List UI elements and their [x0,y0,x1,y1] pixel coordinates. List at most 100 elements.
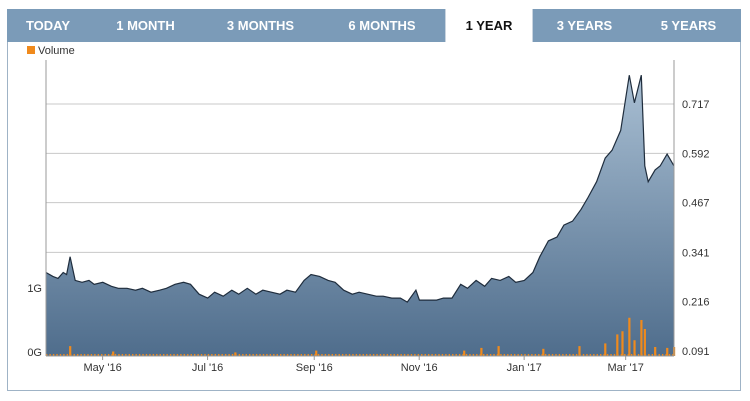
volume-bar [489,354,492,356]
volume-bar [169,354,172,356]
tab-1-month[interactable]: 1 MONTH [116,18,175,33]
volume-bar [379,354,382,356]
volume-bar [114,354,117,356]
volume-bar [52,354,55,356]
volume-bar [128,354,130,356]
volume-bar [359,354,361,356]
volume-bar [162,354,165,356]
volume-bar [307,354,309,356]
volume-bar [335,354,337,356]
volume-bar [544,354,547,356]
volume-bar [497,346,500,356]
volume-bar [421,354,423,356]
price-tick-label: 0.341 [682,247,710,259]
volume-bar [672,354,674,356]
volume-bar [569,354,571,356]
price-tick-label: 0.592 [682,148,710,160]
volume-bar [503,354,506,356]
volume-bar [666,347,669,356]
volume-bar [145,354,148,356]
volume-bar [348,354,351,356]
volume-bar [486,354,488,356]
volume-bar [390,354,392,356]
volume-bar [472,354,475,356]
volume-bar [149,354,151,356]
volume-bar [362,354,364,356]
volume-bar [300,354,303,356]
volume-bar [438,354,440,356]
volume-bar [600,354,602,356]
volume-bar [255,354,258,356]
volume-bar [338,354,340,356]
volume-bar [286,354,289,356]
volume-bar [410,354,413,356]
tab-3-years[interactable]: 3 YEARS [556,18,613,33]
volume-bar [641,354,643,356]
volume-bar [562,354,564,356]
volume-bar [507,354,509,356]
volume-bar [190,354,192,356]
volume-bar [627,354,629,356]
volume-bar [427,354,430,356]
volume-bar [87,354,89,356]
volume-bar [376,354,378,356]
volume-bar [613,354,616,356]
axes: 0.091 0.216 0.341 0.467 0.592 0.717 0G 1G May '1… [27,60,710,374]
volume-bar [586,354,588,356]
volume-bar [221,354,223,356]
volume-bar [417,354,420,356]
tab-1-year[interactable]: 1 YEAR [445,9,533,42]
volume-bar [616,334,619,356]
price-tick-label: 0.216 [682,297,710,309]
volume-bar [355,354,358,356]
volume-bar [386,354,389,356]
volume-bar [118,354,120,356]
volume-bar [643,329,646,356]
volume-bar [173,354,175,356]
tab-3-months[interactable]: 3 MONTHS [226,18,295,33]
volume-bar [204,354,206,356]
volume-bar [269,354,272,356]
volume-bars [46,317,676,356]
volume-bar [517,354,519,356]
volume-bar [132,354,134,356]
volume-bar [403,354,406,356]
volume-bar [603,354,605,356]
volume-bar [383,354,385,356]
volume-bar [211,354,213,356]
volume-bar [606,354,609,356]
volume-bar [452,354,454,356]
volume-bar [266,354,268,356]
volume-bar [283,354,285,356]
volume-bar [658,354,660,356]
volume-bar [465,354,468,356]
volume-bar [542,348,545,356]
volume-bar [665,354,667,356]
volume-bar [76,354,79,356]
volume-bar [640,320,643,356]
volume-bar [479,354,481,356]
volume-bar [524,354,526,356]
volume-bar [555,354,557,356]
chart-frame [7,42,741,391]
volume-bar [63,354,65,356]
price-tick-label: 0.467 [682,198,710,210]
volume-bar [572,354,574,356]
x-tick-label: Jan '17 [507,362,542,374]
tab-today[interactable]: TODAY [25,18,71,33]
x-tick-label: May '16 [84,362,122,374]
volume-bar [644,354,647,356]
tab-5-years[interactable]: 5 YEARS [660,18,717,33]
volume-bar [628,317,631,356]
volume-bar [558,354,561,356]
volume-bar [231,354,234,356]
volume-bar [369,354,371,356]
tab-6-months[interactable]: 6 MONTHS [348,18,416,33]
volume-bar [73,354,75,356]
volume-bar [441,354,444,356]
volume-bar [483,354,485,356]
range-tab-bar: TODAY 1 MONTH 3 MONTHS 6 MONTHS 1 YEAR 3… [7,9,741,42]
volume-bar [94,354,96,356]
volume-bar [83,354,86,356]
volume-bar [480,347,483,356]
